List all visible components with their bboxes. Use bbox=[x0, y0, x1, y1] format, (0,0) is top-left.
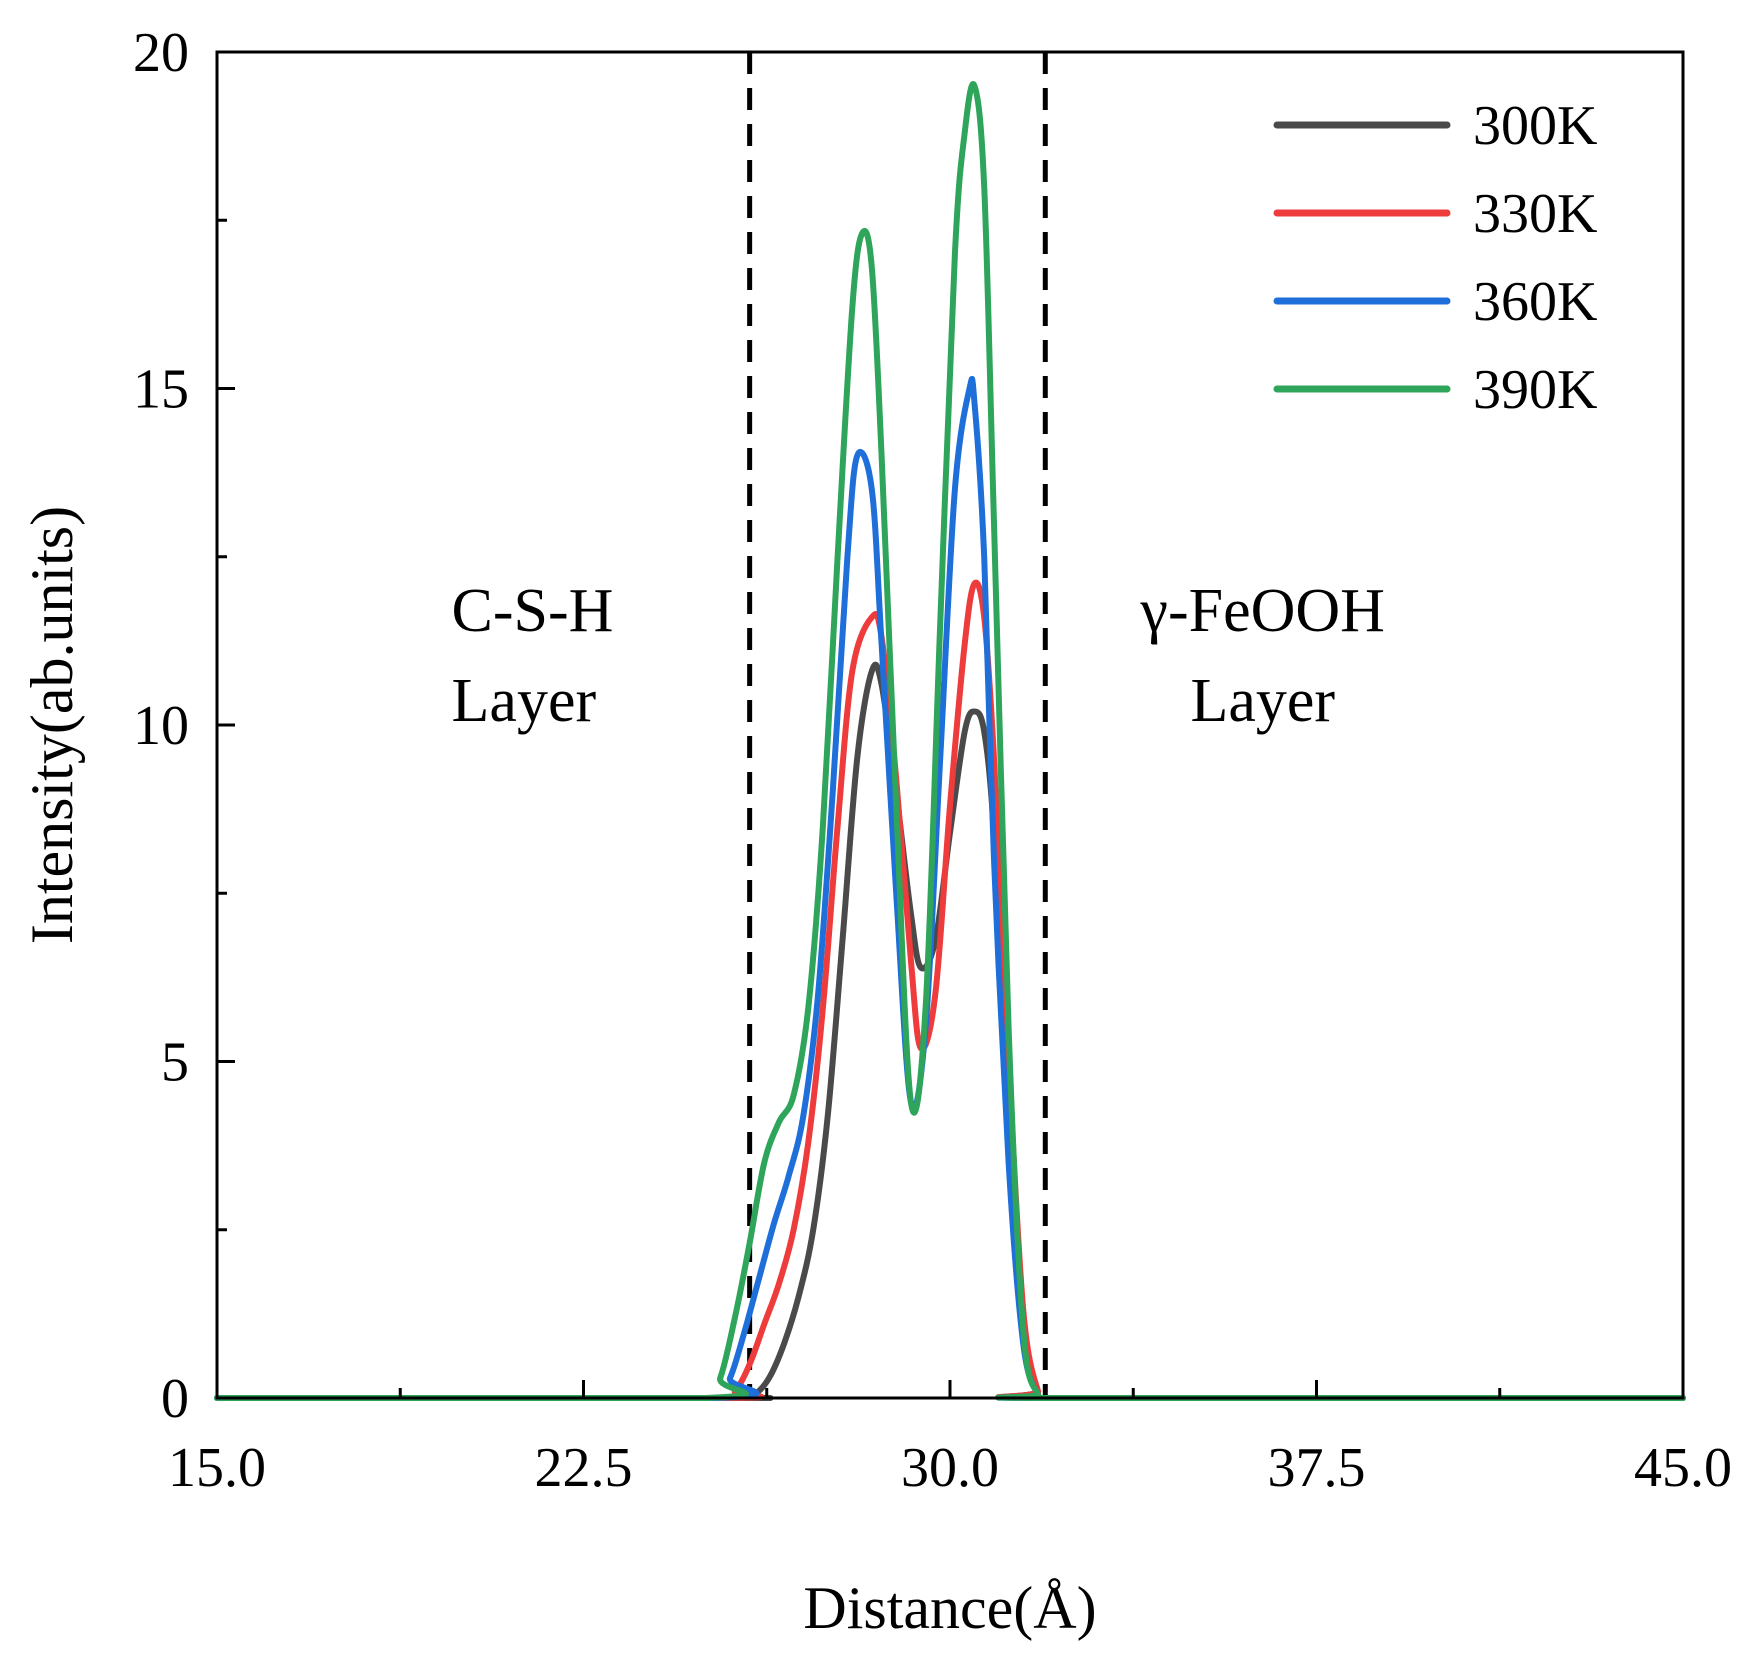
x-tick-label: 30.0 bbox=[901, 1437, 999, 1499]
legend-label-330K: 330K bbox=[1473, 183, 1597, 245]
annotation-feooh-line-1: γ-FeOOH bbox=[1140, 577, 1385, 645]
annotation-feooh-line-2: Layer bbox=[1190, 667, 1335, 735]
x-axis-label: Distance(Å) bbox=[803, 1575, 1096, 1641]
x-tick-label: 37.5 bbox=[1268, 1437, 1366, 1499]
y-tick-label: 15 bbox=[133, 359, 189, 421]
y-tick-label: 5 bbox=[161, 1032, 189, 1094]
annotations: C-S-H Layer γ-FeOOH Layer bbox=[452, 577, 1385, 735]
y-tick-label: 10 bbox=[133, 695, 189, 757]
series-layer bbox=[214, 81, 1686, 1402]
legend-label-390K: 390K bbox=[1473, 359, 1597, 421]
x-tick-label: 22.5 bbox=[535, 1437, 633, 1499]
y-tick-label: 20 bbox=[133, 22, 189, 84]
reference-lines bbox=[747, 52, 1048, 1398]
annotation-csh-line-1: C-S-H bbox=[452, 577, 614, 645]
annotation-csh-line-2: Layer bbox=[452, 667, 597, 735]
plot-frame bbox=[215, 50, 1685, 1400]
axis-ticks: 15.0 22.5 30.0 37.5 45.0 0 5 10 15 20 bbox=[133, 22, 1732, 1499]
legend-label-360K: 360K bbox=[1473, 271, 1597, 333]
legend: 300K 330K 360K 390K bbox=[1273, 95, 1597, 421]
y-axis-label: Intensity(ab.units) bbox=[19, 506, 85, 944]
y-tick-label: 0 bbox=[161, 1368, 189, 1430]
series-line-390K bbox=[214, 81, 1686, 1402]
legend-label-300K: 300K bbox=[1473, 95, 1597, 157]
x-tick-label: 45.0 bbox=[1634, 1437, 1732, 1499]
x-tick-label: 15.0 bbox=[168, 1437, 266, 1499]
